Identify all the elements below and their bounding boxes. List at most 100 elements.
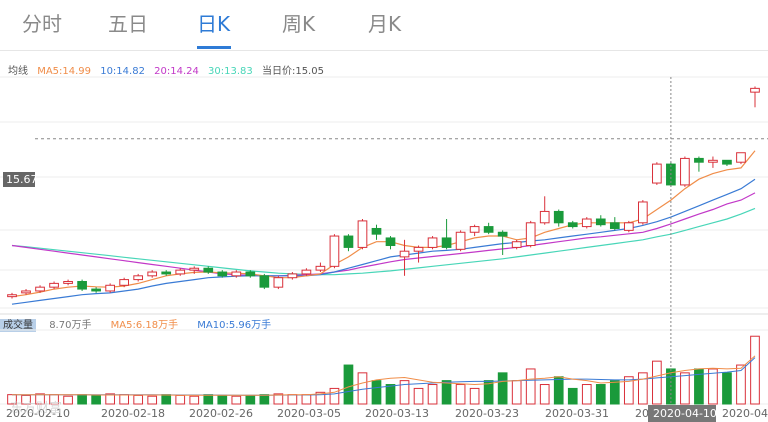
- candle-body: [497, 231, 508, 237]
- candle-body: [609, 222, 620, 229]
- crosshair-date-box: [648, 405, 716, 422]
- current-price-legend: 当日价:15.05: [261, 66, 324, 77]
- candle-body: [708, 159, 718, 163]
- candle-body: [49, 282, 59, 288]
- candle-body: [63, 280, 73, 284]
- ma30-line: [11, 207, 756, 276]
- candle-body: [427, 237, 438, 248]
- volume-bar: [147, 395, 158, 405]
- volume-bar: [63, 395, 73, 405]
- tab-monthly-k[interactable]: 月K: [368, 12, 402, 36]
- volume-bar: [441, 380, 452, 405]
- volume-bar: [581, 384, 592, 405]
- watermark: 东方财富: [10, 400, 62, 416]
- volume-bar: [371, 380, 382, 405]
- candles: [7, 86, 760, 299]
- crosshair: [35, 77, 768, 404]
- crosshair-date-label: 2020-04-10: [653, 407, 717, 420]
- volume-bar: [595, 384, 606, 405]
- candle-body: [343, 235, 354, 248]
- volume-bar: [133, 394, 144, 405]
- volume-bar: [161, 394, 172, 405]
- volume-bar: [553, 376, 564, 405]
- volume-bar: [525, 368, 536, 405]
- candle-body: [315, 265, 326, 271]
- x-tick-label: 2020-04: [722, 407, 768, 420]
- volume-bar: [273, 393, 284, 405]
- volume-bar: [105, 393, 115, 405]
- tab-daily-k[interactable]: 日K: [197, 12, 231, 36]
- volume-bar: [455, 384, 466, 405]
- volume-bar: [287, 394, 298, 405]
- volume-bar: [708, 368, 718, 405]
- candle-body: [553, 210, 564, 224]
- volume-bar: [259, 394, 270, 405]
- candle-body: [385, 237, 396, 247]
- period-tabs: 分时 五日 日K 周K 月K: [0, 0, 768, 51]
- candle-body: [147, 271, 158, 277]
- candle-body: [371, 227, 382, 235]
- ma20-legend: 20:14.24: [154, 66, 199, 77]
- candle-body: [595, 218, 606, 226]
- candle-body: [623, 222, 634, 231]
- volume-bar: [750, 335, 760, 405]
- candle-body: [637, 201, 648, 224]
- volume-bar: [189, 395, 200, 405]
- x-tick-label: 2020-03-23: [455, 407, 519, 420]
- candle-body: [329, 235, 340, 267]
- ma5-line: [11, 150, 756, 298]
- ma30-legend: 30:13.83: [208, 66, 253, 77]
- candle-body: [273, 277, 284, 288]
- volume-bar: [399, 380, 410, 405]
- volume-bar: [511, 380, 522, 405]
- crosshair-price-label: 15.67: [6, 173, 38, 186]
- candle-body: [581, 218, 592, 228]
- volume-ma-lines: [12, 355, 756, 396]
- volume-bar: [623, 376, 634, 405]
- volume-bar: [385, 384, 396, 405]
- volume-bar: [77, 394, 87, 405]
- x-tick-label: 2020-03-05: [277, 407, 341, 420]
- volume-bar: [245, 394, 256, 405]
- volume-bar: [722, 372, 732, 405]
- volume-bar: [217, 394, 228, 405]
- crosshair-price-box: [3, 172, 35, 187]
- tab-weekly-k[interactable]: 周K: [282, 12, 316, 36]
- candle-body: [133, 275, 144, 281]
- candle-body: [413, 246, 424, 252]
- candle-body: [441, 237, 452, 248]
- volume-bar: [483, 380, 494, 405]
- vol_ma5-line: [12, 355, 756, 396]
- candle-body: [694, 157, 704, 163]
- candle-body: [175, 269, 186, 275]
- tab-intraday[interactable]: 分时: [22, 12, 62, 36]
- volume-bar: [413, 387, 424, 405]
- candle-body: [483, 226, 494, 233]
- volume-bar: [35, 393, 45, 405]
- volume-legend: 成交量 8.70万手 MA5:6.18万手 MA10:5.96万手: [0, 316, 277, 332]
- ma5-legend: MA5:14.99: [37, 66, 92, 77]
- volume-bars: [7, 335, 760, 405]
- candle-body: [259, 275, 270, 288]
- volume-bar: [567, 387, 578, 405]
- x-tick-label: 2020-02-10: [6, 407, 70, 420]
- candle-body: [567, 222, 578, 228]
- candle-body: [161, 271, 172, 275]
- volume-bar: [21, 394, 31, 405]
- candle-body: [511, 241, 522, 248]
- ma-legend-title: 均线: [8, 66, 28, 77]
- candle-body: [525, 222, 536, 247]
- volume-bar: [539, 384, 550, 405]
- volume-bar: [343, 364, 354, 405]
- ma20-line: [11, 192, 756, 277]
- candle-body: [680, 157, 690, 186]
- candle-body: [7, 294, 17, 298]
- volume-bar: [301, 394, 312, 405]
- volume-bar: [315, 391, 326, 405]
- tab-five-day[interactable]: 五日: [108, 12, 148, 36]
- x-tick-label: 2020-03-31: [545, 407, 609, 420]
- volume-ma10-legend: MA10:5.96万手: [197, 320, 272, 331]
- volume-bar: [469, 387, 480, 405]
- candle-body: [217, 271, 228, 277]
